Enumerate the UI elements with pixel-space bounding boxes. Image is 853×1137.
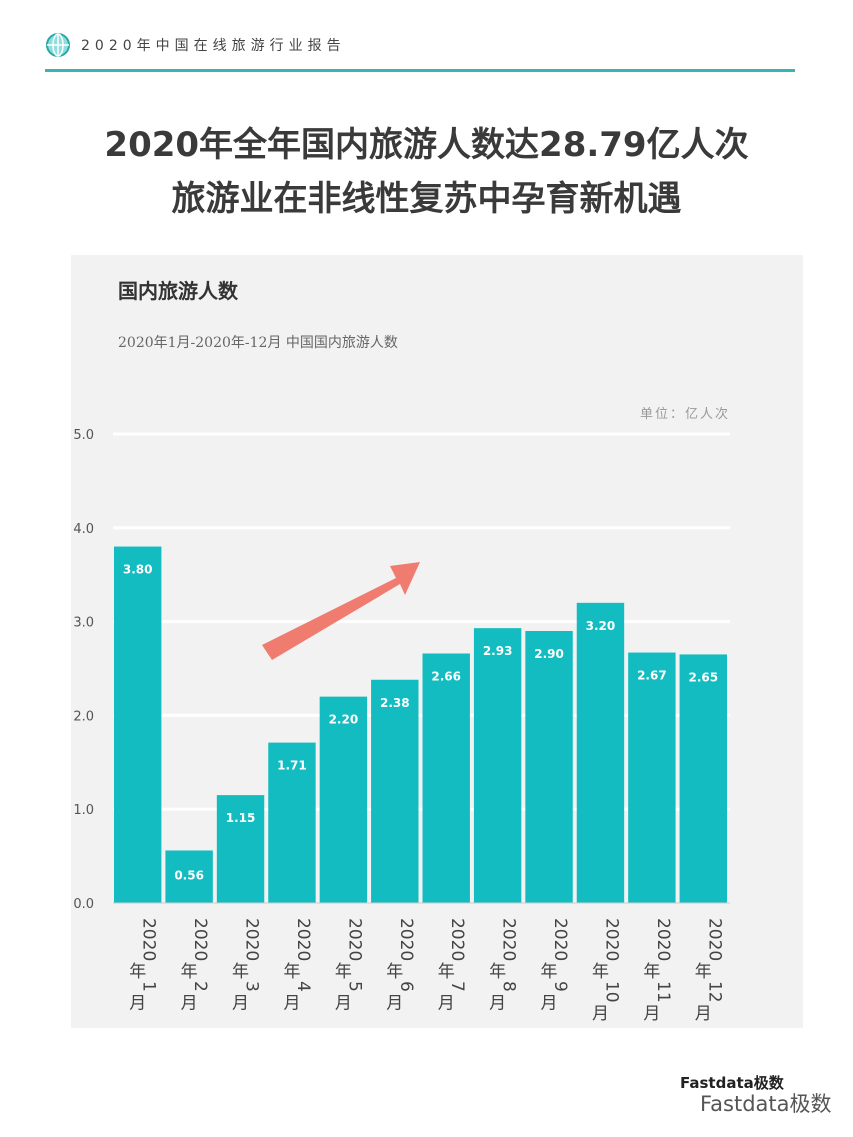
data-label: 1.71 [277,759,307,773]
bar [628,652,676,903]
x-tick-label-part: 2020 [601,918,621,961]
x-tick-label-part: 2020 [704,918,724,961]
x-tick-label-part: 年 [489,962,506,982]
x-tick-label-part: 年 [643,962,660,982]
x-tick-label-part: 2020 [550,918,570,961]
x-tick-label-part: 月 [438,994,455,1014]
x-tick-label-part: 月 [283,994,300,1014]
data-label: 2.65 [688,670,718,684]
x-tick-label-part: 月 [592,1004,609,1024]
x-tick-label-part: 年 [438,962,455,982]
data-label: 1.15 [226,811,256,825]
x-tick-label-part: 2020 [447,918,467,961]
chart-title: 国内旅游人数 [118,279,238,303]
y-tick-label: 0.0 [73,897,94,912]
bar [268,742,316,903]
x-tick-label-part: 10 [601,981,621,1003]
bar [216,795,265,903]
x-tick-label-part: 年 [232,962,249,982]
x-tick-label-part: 月 [181,994,198,1014]
x-tick-label-part: 月 [541,994,558,1014]
y-tick-label: 3.0 [73,616,94,631]
y-tick-label: 1.0 [73,803,94,818]
data-label: 3.20 [586,619,616,633]
header-divider [45,69,795,72]
x-tick-label-part: 2 [190,981,210,992]
x-tick-label-part: 2020 [293,918,313,961]
x-tick-label-part: 月 [335,994,352,1014]
data-label: 2.67 [637,669,667,683]
x-tick-label-part: 年 [335,962,352,982]
x-tick-label-part: 月 [643,1004,660,1024]
upward-trend-arrow [262,562,420,660]
chart-subtitle: 2020年1月-2020年-12月 中国国内旅游人数 [118,335,398,351]
x-tick-label-part: 年 [541,962,558,982]
x-tick-label-part: 年 [695,962,712,982]
y-tick-label: 4.0 [73,522,94,537]
data-label: 2.20 [329,713,359,727]
x-tick-label-part: 5 [344,981,364,992]
bar [679,654,727,903]
x-tick-label-part: 11 [653,981,673,1003]
unit-label: 单位：亿人次 [640,407,731,422]
x-tick-label-part: 月 [489,994,506,1014]
x-tick-label-part: 9 [550,981,570,992]
data-label: 2.66 [431,669,461,683]
x-tick-label-part: 3 [242,981,262,992]
bar [576,602,625,903]
x-tick-label-part: 6 [396,981,416,992]
bar [371,679,419,903]
x-tick-label-part: 7 [447,981,467,992]
y-tick-label: 5.0 [73,428,94,443]
x-tick-label-part: 12 [704,981,724,1003]
bar [525,630,573,903]
y-tick-label: 2.0 [73,709,94,724]
bar [114,546,162,903]
x-tick-label-part: 月 [129,994,146,1014]
x-tick-label-part: 4 [293,981,313,992]
x-tick-label-part: 月 [386,994,403,1014]
data-label: 2.93 [483,644,513,658]
data-label: 3.80 [123,563,153,577]
data-label: 0.56 [174,868,204,882]
logo-text: Fastdata极数 [680,1074,784,1092]
headline-line1: 2020年全年国内旅游人数达28.79亿人次 [104,125,749,165]
bar [165,850,213,903]
bar [422,653,470,903]
headline-line2: 旅游业在非线性复苏中孕育新机遇 [171,179,682,219]
wechat-watermark: Fastdata极数 [700,1092,832,1116]
x-tick-label-part: 月 [695,1004,712,1024]
data-label: 2.90 [534,647,564,661]
bar [473,628,522,903]
data-label: 2.38 [380,696,410,710]
x-tick-label-part: 2020 [190,918,210,961]
x-tick-label-part: 2020 [499,918,519,961]
x-tick-label-part: 年 [181,962,198,982]
x-tick-label-part: 年 [129,962,146,982]
x-tick-label-part: 月 [232,994,249,1014]
x-tick-label-part: 2020 [396,918,416,961]
x-tick-label-part: 2020 [653,918,673,961]
report-header: 2020年中国在线旅游行业报告 [45,32,346,58]
x-tick-label-part: 2020 [139,918,159,961]
x-tick-label-part: 1 [139,981,159,992]
x-tick-label-part: 2020 [344,918,364,961]
x-tick-label-part: 8 [499,981,519,992]
bar [319,696,368,903]
headline: 2020年全年国内旅游人数达28.79亿人次 旅游业在非线性复苏中孕育新机遇 [0,118,853,226]
x-tick-label-part: 年 [386,962,403,982]
globe-icon [46,33,70,57]
report-title: 2020年中国在线旅游行业报告 [81,38,346,54]
x-tick-label-part: 年 [592,962,609,982]
x-tick-label-part: 2020 [242,918,262,961]
x-tick-label-part: 年 [283,962,300,982]
